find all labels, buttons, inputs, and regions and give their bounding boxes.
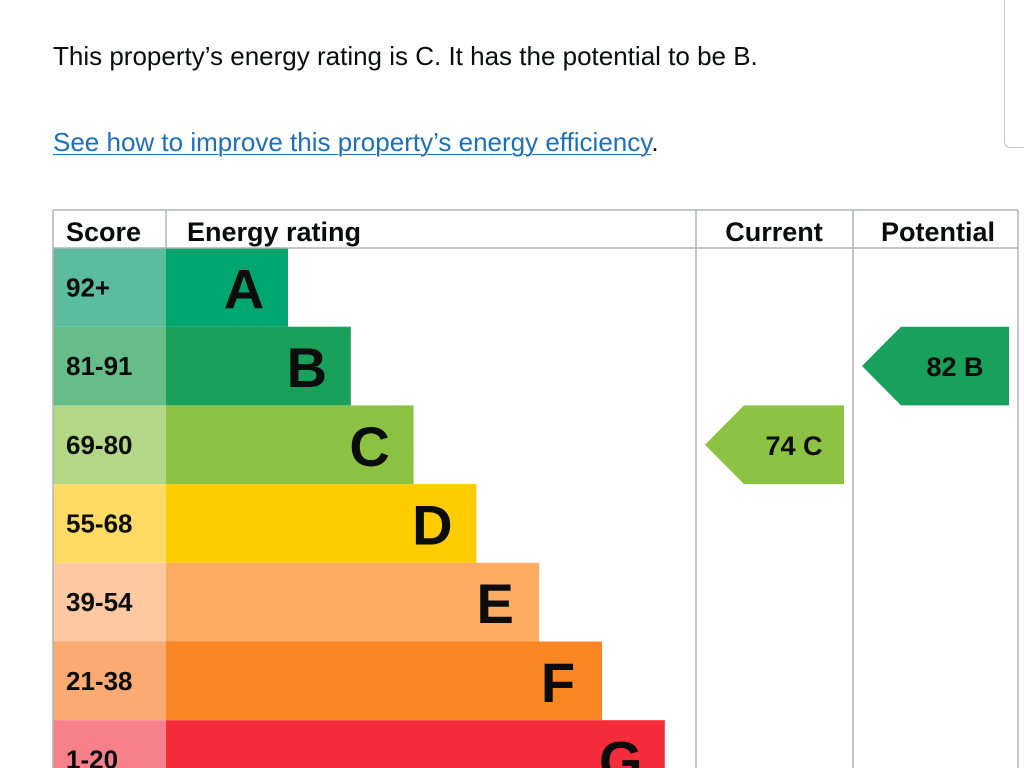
improve-efficiency-paragraph: See how to improve this property’s energ… (53, 124, 659, 160)
band-bar-d (166, 484, 477, 563)
score-cell-a (53, 248, 166, 327)
improve-efficiency-link[interactable]: See how to improve this property’s energ… (53, 127, 652, 157)
band-letter-g: G (599, 730, 643, 768)
score-cell-e (53, 562, 166, 642)
potential-rating-marker (862, 326, 1009, 406)
band-bar-c (166, 405, 414, 485)
score-range-c: 69-80 (66, 430, 133, 460)
potential-rating-marker-label: 82 B (926, 352, 983, 382)
energy-bands: 92+ A 81-91 B 69-80 C 55-68 D 39-54 E 21-38 F 1-20 G (53, 248, 665, 768)
band-letter-e: E (477, 572, 514, 635)
score-range-d: 55-68 (66, 508, 133, 538)
band-bar-a (166, 248, 288, 327)
band-letter-f: F (541, 651, 575, 714)
current-rating-marker (705, 405, 844, 485)
band-bar-e (166, 562, 540, 642)
band-letter-c: C (349, 415, 389, 478)
improve-link-suffix: . (651, 127, 659, 157)
band-bar-b (166, 326, 351, 406)
score-range-b: 81-91 (66, 351, 133, 381)
header-score: Score (66, 217, 141, 247)
band-letter-b: B (287, 336, 327, 399)
rating-markers: 74 C 82 B (705, 326, 1009, 485)
score-cell-f (53, 641, 166, 721)
score-cell-g (53, 720, 166, 768)
band-bar-f (166, 641, 602, 721)
chart-grid (52, 209, 1019, 768)
header-current: Current (725, 217, 823, 247)
band-letter-d: D (412, 493, 452, 556)
current-rating-marker-label: 74 C (765, 431, 822, 461)
band-letter-a: A (224, 257, 264, 320)
score-range-e: 39-54 (66, 587, 133, 617)
score-range-g: 1-20 (66, 745, 118, 768)
score-cell-c (53, 405, 166, 485)
band-bar-g (166, 720, 665, 768)
score-range-a: 92+ (66, 272, 110, 302)
side-panel-edge (1004, 0, 1024, 148)
header-energy-rating: Energy rating (187, 217, 361, 247)
score-cell-d (53, 484, 166, 563)
header-potential: Potential (881, 217, 995, 247)
energy-rating-summary: This property’s energy rating is C. It h… (53, 41, 758, 71)
score-cell-b (53, 326, 166, 406)
score-range-f: 21-38 (66, 666, 133, 696)
